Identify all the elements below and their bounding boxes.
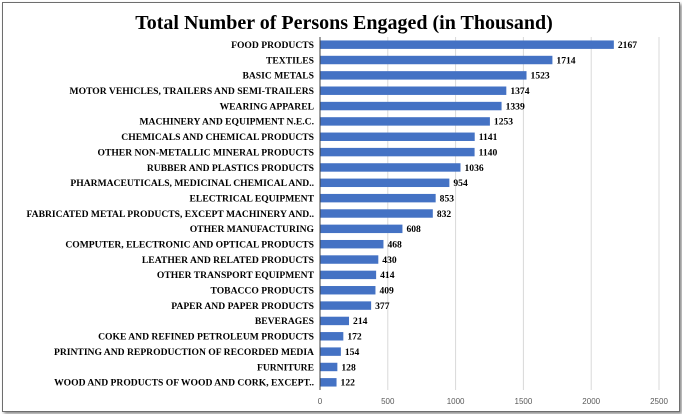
x-tick-label: 2000	[582, 397, 600, 406]
category-label: RUBBER AND PLASTICS PRODUCTS	[147, 163, 314, 174]
value-label: 1036	[464, 163, 483, 174]
value-label: 1339	[506, 101, 525, 112]
value-label: 128	[341, 362, 356, 373]
category-labels: FOOD PRODUCTS TEXTILES BASIC METALS MOTOR V…	[27, 40, 315, 389]
bar	[320, 132, 475, 141]
value-label: 2167	[618, 40, 637, 51]
bar	[320, 239, 384, 249]
value-label: 409	[379, 286, 394, 297]
bars	[320, 40, 614, 387]
bar	[320, 193, 436, 203]
value-label: 954	[453, 178, 468, 189]
value-label: 1714	[556, 55, 575, 66]
value-label: 1253	[494, 117, 513, 128]
category-label: PRINTING AND REPRODUCTION OF RECORDED ME…	[54, 347, 314, 358]
value-label: 608	[406, 224, 421, 235]
value-label: 377	[375, 301, 390, 312]
x-tick-label: 1000	[447, 397, 465, 406]
bar	[320, 71, 527, 80]
bar	[320, 40, 614, 49]
x-axis-ticks: 0 500 1000 1500 2000 2500	[318, 397, 669, 406]
value-label: 122	[341, 378, 356, 389]
x-tick-label: 500	[381, 397, 395, 406]
value-label: 1523	[531, 71, 550, 82]
bar	[320, 362, 338, 372]
bar	[320, 286, 376, 295]
chart-title: Total Number of Persons Engaged (in Thou…	[135, 12, 553, 34]
bar	[320, 301, 372, 310]
value-label: 468	[387, 239, 402, 250]
bar	[320, 117, 490, 126]
value-label: 1374	[510, 86, 529, 97]
value-label: 1141	[479, 132, 498, 143]
category-label: WEARING APPAREL	[220, 101, 314, 112]
category-label: OTHER TRANSPORT EQUIPMENT	[157, 270, 315, 281]
category-label: PHARMACEUTICALS, MEDICINAL CHEMICAL AND.…	[70, 178, 314, 189]
value-label: 172	[347, 332, 362, 343]
bar	[320, 378, 337, 387]
bar	[320, 86, 507, 95]
bar	[320, 178, 450, 188]
category-label: TOBACCO PRODUCTS	[210, 286, 314, 297]
value-label: 853	[440, 193, 455, 204]
category-label: MOTOR VEHICLES, TRAILERS AND SEMI-TRAILE…	[70, 86, 314, 97]
bar	[320, 316, 350, 326]
bar	[320, 332, 344, 341]
category-label: ELECTRICAL EQUIPMENT	[190, 193, 315, 204]
category-label: COKE AND REFINED PETROLEUM PRODUCTS	[98, 332, 314, 343]
category-label: WOOD AND PRODUCTS OF WOOD AND CORK, EXCE…	[54, 378, 314, 389]
category-label: PAPER AND PAPER PRODUCTS	[171, 301, 314, 312]
bar	[320, 147, 475, 157]
bar	[320, 270, 377, 280]
value-label: 414	[380, 270, 395, 281]
bar	[320, 55, 553, 65]
bar	[320, 101, 502, 111]
x-tick-label: 2500	[650, 397, 668, 406]
x-tick-label: 0	[318, 397, 323, 406]
category-label: FURNITURE	[257, 362, 314, 373]
category-label: FABRICATED METAL PRODUCTS, EXCEPT MACHIN…	[27, 209, 315, 220]
x-tick-label: 1500	[515, 397, 533, 406]
category-label: BEVERAGES	[255, 316, 314, 327]
value-label: 1140	[479, 147, 498, 158]
category-label: LEATHER AND RELATED PRODUCTS	[142, 255, 314, 266]
category-label: COMPUTER, ELECTRONIC AND OPTICAL PRODUCT…	[65, 239, 314, 250]
value-label: 832	[437, 209, 452, 220]
bar-chart: Total Number of Persons Engaged (in Thou…	[27, 12, 669, 406]
bar	[320, 209, 433, 218]
bar	[320, 255, 379, 264]
value-label: 430	[382, 255, 397, 266]
bar	[320, 224, 403, 234]
category-label: FOOD PRODUCTS	[231, 40, 314, 51]
bar	[320, 163, 461, 172]
category-label: BASIC METALS	[242, 71, 314, 82]
category-label: TEXTILES	[266, 55, 314, 66]
value-label: 214	[353, 316, 368, 327]
category-label: OTHER MANUFACTURING	[190, 224, 315, 235]
category-label: MACHINERY AND EQUIPMENT N.E.C.	[140, 117, 315, 128]
bar	[320, 347, 341, 356]
category-label: CHEMICALS AND CHEMICAL PRODUCTS	[121, 132, 314, 143]
category-label: OTHER NON-METALLIC MINERAL PRODUCTS	[97, 147, 314, 158]
value-label: 154	[345, 347, 360, 358]
